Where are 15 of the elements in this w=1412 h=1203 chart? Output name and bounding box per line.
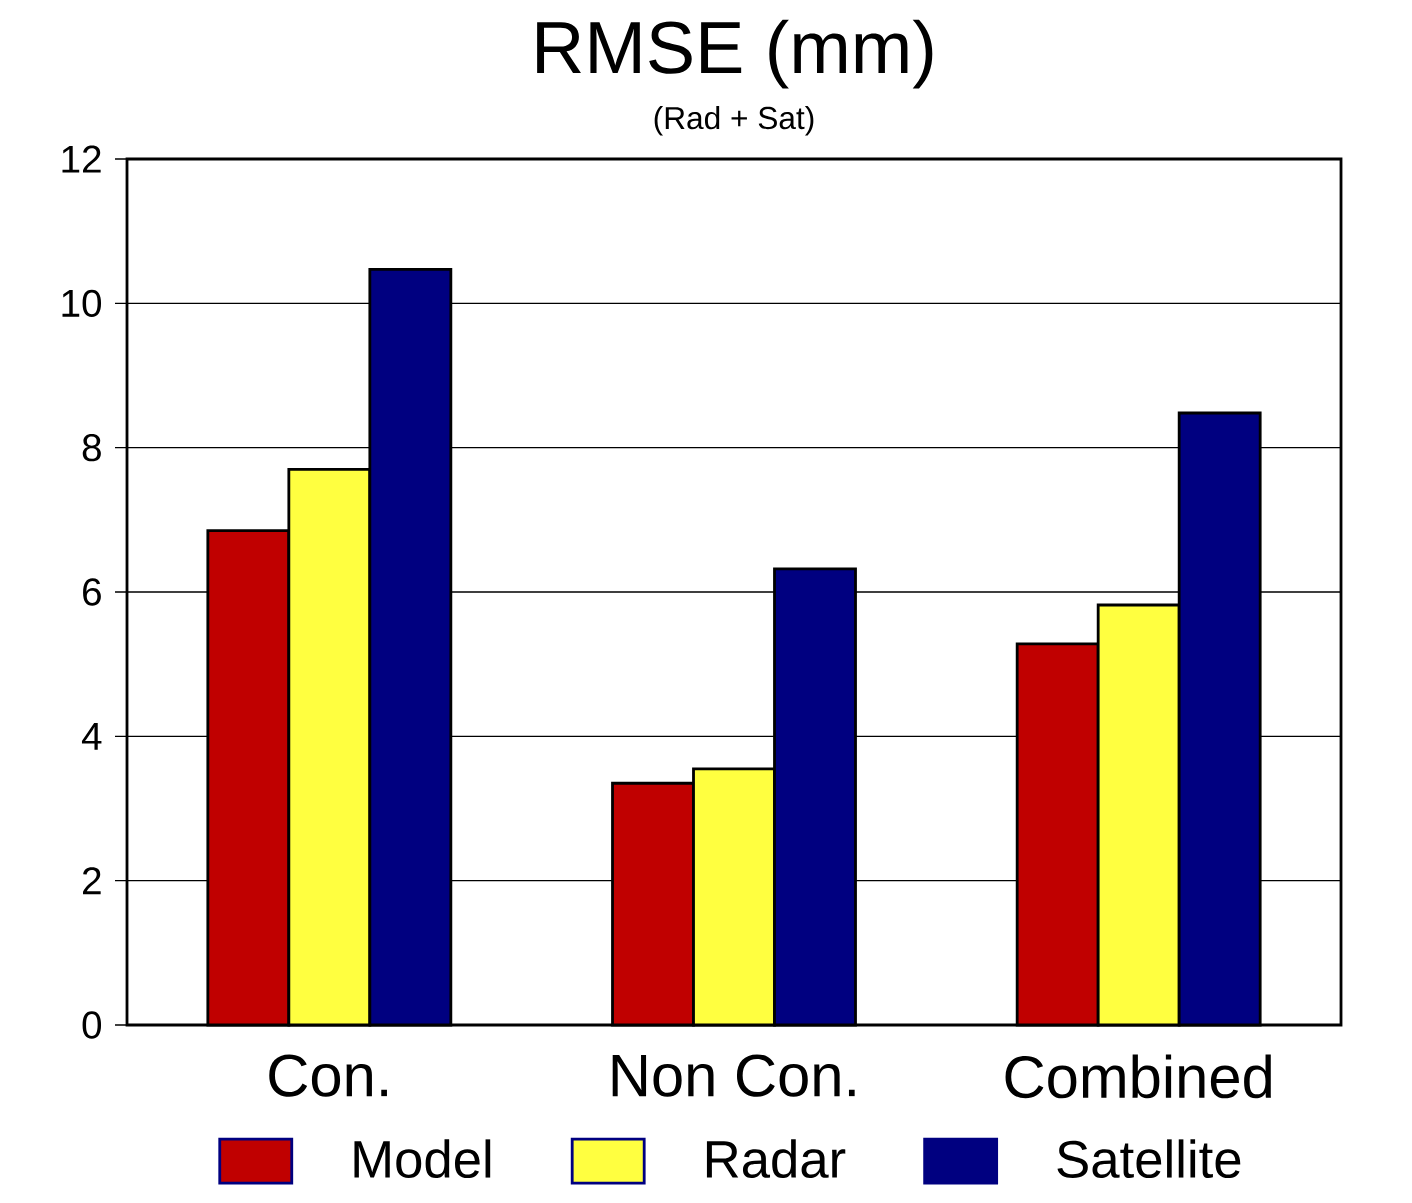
y-tick-label: 2 [83, 867, 101, 895]
y-tick-label: 8 [82, 434, 101, 462]
y-tick-label: 0 [82, 1011, 102, 1039]
x-tick-label: Combined [1005, 1054, 1271, 1099]
legend-label: Radar [706, 1139, 846, 1179]
x-tick-label: Non Con. [612, 1054, 855, 1097]
y-tick-label: 4 [81, 723, 102, 750]
chart-subtitle: (Rad + Sat) [654, 106, 814, 136]
chart-title: RMSE (mm) [537, 19, 933, 89]
y-tick-label: 12 [62, 145, 101, 173]
legend-label: Satellite [1057, 1139, 1241, 1179]
y-tick-label: 6 [83, 578, 101, 606]
y-tick-label: 10 [62, 289, 102, 318]
legend-label: Model [354, 1139, 491, 1179]
x-tick-label: Con. [269, 1054, 387, 1097]
